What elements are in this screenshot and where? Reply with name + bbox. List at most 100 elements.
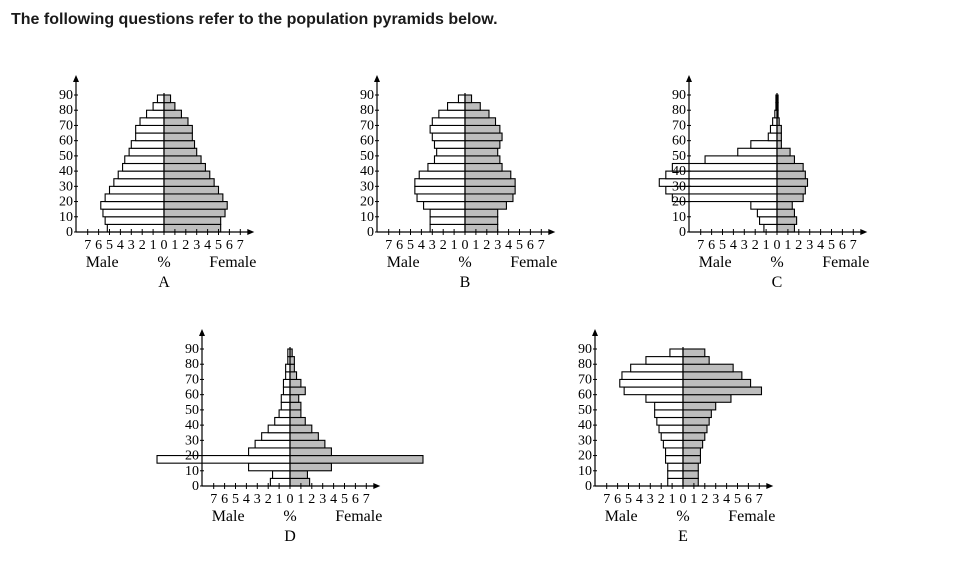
female-bar — [464, 216, 499, 225]
female-bar — [464, 201, 507, 210]
female-bar — [163, 117, 189, 126]
male-bar — [414, 185, 466, 195]
y-axis-arrow — [73, 75, 79, 82]
male-bar — [280, 401, 291, 411]
x-tick-label: 3 — [429, 238, 436, 253]
x-tick-label: 4 — [117, 238, 124, 253]
female-bar — [464, 162, 503, 172]
female-bar — [163, 132, 193, 142]
female-bar — [163, 170, 211, 180]
female-bar — [163, 94, 172, 104]
female-bar — [776, 155, 795, 165]
male-bar — [106, 223, 165, 233]
x-tick-label: 6 — [396, 238, 403, 253]
x-tick-label: 6 — [745, 492, 752, 507]
x-tick-label: 3 — [319, 492, 326, 507]
y-tick-label: 70 — [59, 118, 73, 133]
y-tick-label: 60 — [59, 134, 73, 149]
y-tick-label: 80 — [59, 103, 73, 118]
x-label-percent: % — [676, 508, 689, 525]
y-tick-label: 90 — [185, 342, 199, 357]
male-bar — [671, 162, 778, 172]
pyramid-letter: D — [284, 528, 296, 545]
female-bar — [682, 416, 710, 426]
female-bar — [776, 124, 782, 134]
male-bar — [104, 193, 165, 203]
x-tick-label: 7 — [363, 492, 370, 507]
x-tick-label: 6 — [221, 492, 228, 507]
male-bar — [282, 378, 291, 388]
female-bar — [289, 439, 326, 449]
female-bar — [289, 447, 332, 457]
x-tick-label: 6 — [708, 238, 715, 253]
female-bar — [163, 178, 215, 187]
x-tick-label: 7 — [84, 238, 91, 253]
female-bar — [682, 348, 706, 358]
female-bar — [682, 470, 699, 479]
male-bar — [438, 109, 466, 119]
male-bar — [278, 409, 291, 419]
male-bar — [156, 94, 165, 104]
male-bar — [128, 147, 165, 157]
female-bar — [289, 409, 302, 419]
x-tick-label: 4 — [505, 238, 512, 253]
female-bar — [163, 162, 206, 172]
female-bar — [289, 401, 302, 411]
x-tick-label: 5 — [106, 238, 113, 253]
y-tick-label: 0 — [192, 479, 199, 494]
x-tick-label: 7 — [756, 492, 763, 507]
y-tick-label: 80 — [672, 103, 686, 118]
y-tick-label: 20 — [672, 195, 686, 210]
male-bar — [429, 223, 466, 233]
x-tick-label: 1 — [669, 492, 676, 507]
male-bar — [269, 477, 291, 487]
x-label-male: Male — [699, 254, 732, 271]
x-tick-label: 0 — [462, 238, 469, 253]
x-tick-label: 5 — [734, 492, 741, 507]
y-tick-label: 10 — [578, 464, 592, 479]
x-tick-label: 4 — [243, 492, 250, 507]
y-tick-label: 90 — [360, 88, 374, 103]
y-tick-label: 10 — [185, 464, 199, 479]
y-tick-label: 0 — [679, 225, 686, 240]
pyramid-letter: A — [158, 274, 170, 291]
x-tick-label: 2 — [308, 492, 315, 507]
male-bar — [261, 432, 291, 441]
male-bar — [117, 170, 165, 180]
female-bar — [776, 132, 782, 142]
x-tick-label: 7 — [603, 492, 610, 507]
y-axis-arrow — [686, 75, 692, 82]
y-tick-label: 30 — [672, 179, 686, 194]
female-bar — [464, 223, 499, 233]
x-label-percent: % — [770, 254, 783, 271]
x-tick-label: 6 — [95, 238, 102, 253]
y-tick-label: 40 — [185, 418, 199, 433]
male-bar — [102, 208, 165, 218]
y-tick-label: 30 — [185, 433, 199, 448]
male-bar — [447, 102, 466, 111]
x-tick-label: 1 — [451, 238, 458, 253]
male-bar — [665, 447, 684, 457]
female-bar — [163, 102, 176, 111]
x-tick-label: 2 — [483, 238, 490, 253]
female-bar — [163, 208, 226, 218]
y-axis-arrow — [199, 329, 205, 336]
x-label-male: Male — [387, 254, 420, 271]
female-bar — [163, 124, 193, 134]
page-title: The following questions refer to the pop… — [11, 11, 498, 28]
male-bar — [669, 348, 684, 358]
x-tick-label: 5 — [407, 238, 414, 253]
female-bar — [682, 409, 712, 419]
x-axis-arrow — [860, 229, 868, 235]
x-axis-arrow — [766, 483, 774, 489]
x-label-percent: % — [157, 254, 170, 271]
male-bar — [122, 162, 165, 172]
female-bar — [464, 94, 473, 104]
x-tick-label: 5 — [719, 238, 726, 253]
female-bar — [682, 363, 734, 373]
x-tick-label: 1 — [171, 238, 178, 253]
female-bar — [464, 140, 501, 149]
male-bar — [645, 394, 684, 403]
